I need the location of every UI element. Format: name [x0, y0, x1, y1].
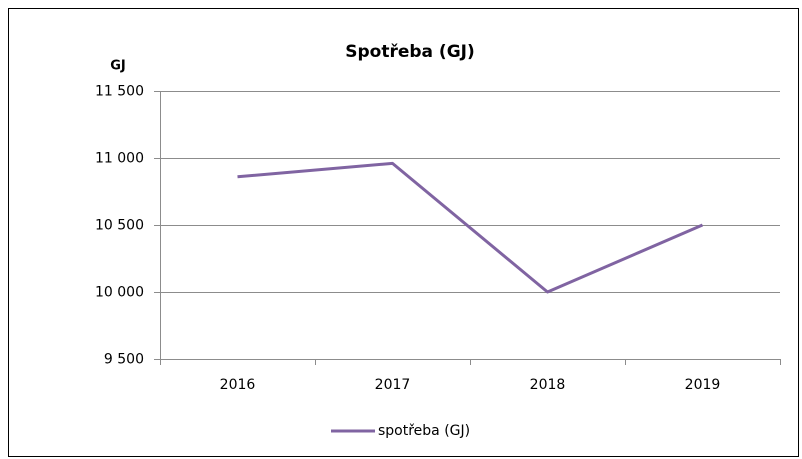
- x-tick-label: 2016: [220, 377, 256, 393]
- y-tick-label: 10 500: [95, 218, 144, 234]
- y-tick-label: 9 500: [104, 352, 144, 368]
- y-tick-label: 11 500: [95, 84, 144, 100]
- x-tick-label: 2018: [530, 377, 566, 393]
- x-tick-label: 2019: [685, 377, 721, 393]
- x-tick-label: 2017: [375, 377, 411, 393]
- chart-title: Spotřeba (GJ): [345, 42, 475, 62]
- y-tick-label: 10 000: [95, 285, 144, 301]
- y-tick-label: 11 000: [95, 151, 144, 167]
- data-line: [237, 161, 704, 294]
- y-axis-label: GJ: [110, 59, 126, 74]
- legend-label: spotřeba (GJ): [378, 423, 470, 439]
- chart-frame: [8, 8, 799, 457]
